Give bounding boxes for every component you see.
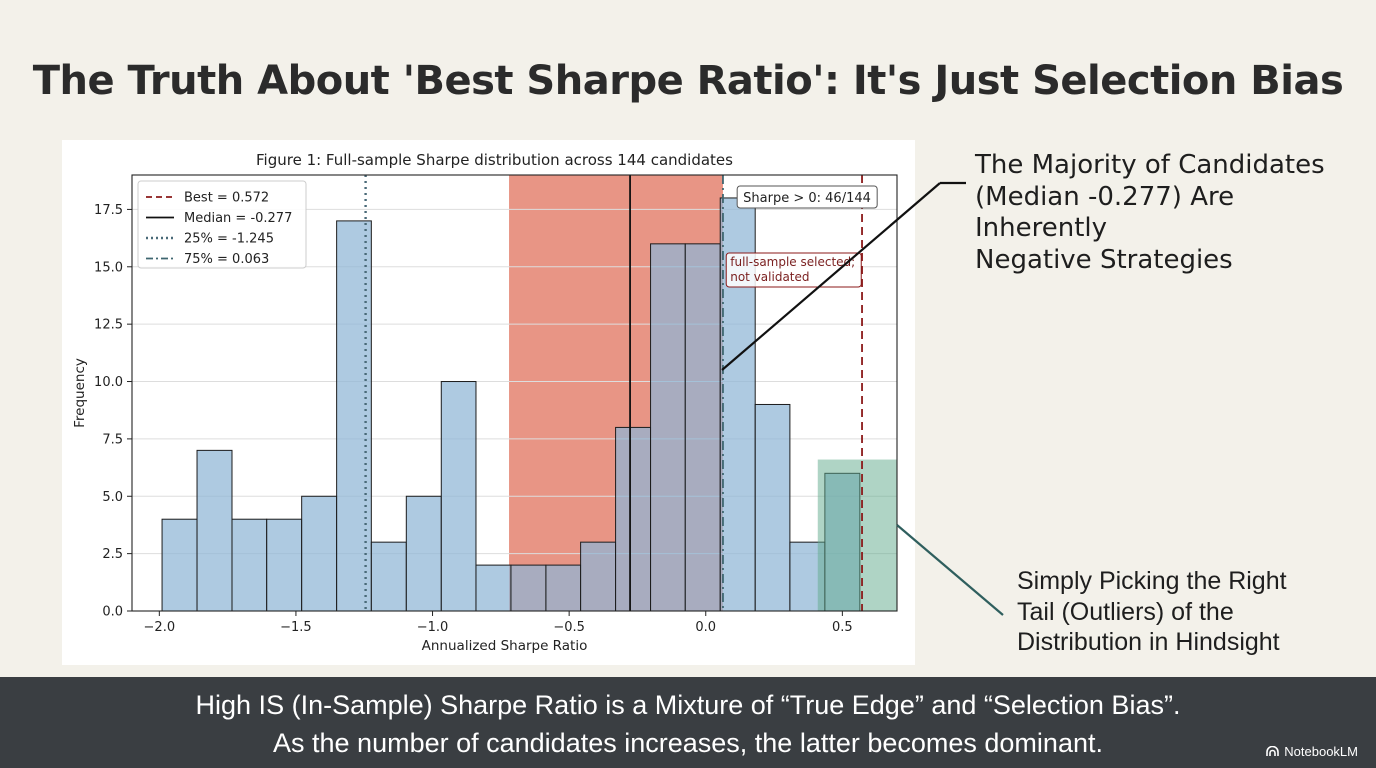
x-tick-label: −1.0 xyxy=(417,620,449,635)
x-tick-label: 0.5 xyxy=(832,620,853,635)
x-tick-label: −2.0 xyxy=(144,620,176,635)
x-tick-label: −1.5 xyxy=(280,620,312,635)
caption-line-1: High IS (In-Sample) Sharpe Ratio is a Mi… xyxy=(195,690,1181,720)
legend-entry: Best = 0.572 xyxy=(184,191,269,206)
y-axis-label: Frequency xyxy=(72,358,88,428)
histogram-bar xyxy=(615,426,652,612)
legend-entry: Median = -0.277 xyxy=(184,211,292,226)
callout-line: The Majority of Candidates xyxy=(975,150,1325,180)
y-tick-label: 5.0 xyxy=(102,490,123,505)
x-tick-label: −0.5 xyxy=(553,620,585,635)
right-tail-group xyxy=(817,459,897,611)
histogram-bar xyxy=(301,495,338,612)
histogram-bar xyxy=(196,449,233,612)
histogram-bar xyxy=(231,518,268,612)
histogram-bar xyxy=(580,541,617,612)
caption-line-2: As the number of candidates increases, t… xyxy=(273,728,1103,758)
count-annotation: Sharpe > 0: 46/144 xyxy=(736,185,878,209)
selection-note-line: not validated xyxy=(730,270,809,284)
callout-majority-negative: The Majority of Candidates (Median -0.27… xyxy=(975,150,1365,277)
callout-line: Tail (Outliers) of the xyxy=(1017,597,1234,626)
callout-line: Negative Strategies xyxy=(975,245,1233,276)
chart-panel: −2.0 −1.5 −1.0 −0.5 0.0 0.5 0.0 2.5 5.0 7.5 10.0 12… xyxy=(62,140,915,665)
x-tick-label: 0.0 xyxy=(695,620,716,635)
histogram-bar xyxy=(650,243,686,612)
chart-title: Figure 1: Full-sample Sharpe distributio… xyxy=(256,151,733,169)
axes xyxy=(131,174,898,612)
callout-right-tail: Simply Picking the Right Tail (Outliers)… xyxy=(1017,566,1357,658)
callout-line: Distribution in Hindsight xyxy=(1017,628,1280,656)
y-tick-label: 0.0 xyxy=(102,605,123,620)
notebooklm-logo-icon xyxy=(1266,746,1280,756)
caption-bar xyxy=(0,677,1376,768)
tick-labels: −2.0 −1.5 −1.0 −0.5 0.0 0.5 0.0 2.5 5.0 7.5 10.0 12… xyxy=(94,203,853,635)
histogram-bar xyxy=(754,403,791,612)
histogram-bar xyxy=(684,243,721,612)
callout-line: Simply Picking the Right xyxy=(1017,567,1287,595)
histogram-bar xyxy=(370,541,407,612)
histogram-bar xyxy=(510,564,547,612)
y-tick-label: 17.5 xyxy=(94,203,123,218)
selection-note: full-sample selected; not validated xyxy=(725,252,862,288)
histogram-bar xyxy=(161,518,198,612)
callout-line: (Median -0.277) Are Inherently xyxy=(975,181,1235,244)
selection-note-line: full-sample selected; xyxy=(730,255,855,269)
y-tick-label: 10.0 xyxy=(94,375,123,390)
histogram-chart: −2.0 −1.5 −1.0 −0.5 0.0 0.5 0.0 2.5 5.0 7.5 10.0 12… xyxy=(72,151,898,654)
y-tick-label: 15.0 xyxy=(94,260,123,275)
histogram-bar xyxy=(405,495,442,612)
brand-name: NotebookLM xyxy=(1284,744,1358,759)
histogram-bar xyxy=(440,381,477,612)
legend-entry: 75% = 0.063 xyxy=(184,252,269,267)
y-tick-label: 7.5 xyxy=(102,432,123,447)
y-tick-label: 12.5 xyxy=(94,318,123,333)
histogram-bar xyxy=(475,564,512,612)
legend-entry: 25% = -1.245 xyxy=(184,232,274,247)
histogram-bar xyxy=(266,518,303,612)
histogram-bar xyxy=(545,564,582,612)
right-tail-box xyxy=(817,459,897,611)
y-tick-label: 2.5 xyxy=(102,547,123,562)
x-axis-label: Annualized Sharpe Ratio xyxy=(422,638,588,654)
plot-frame xyxy=(131,174,898,612)
count-box-text: Sharpe > 0: 46/144 xyxy=(743,191,871,206)
brand-watermark: NotebookLM xyxy=(1266,744,1358,759)
legend: Best = 0.572 Median = -0.277 25% = -1.245 7… xyxy=(137,180,307,269)
legend-box xyxy=(137,180,307,269)
slide-title: The Truth About 'Best Sharpe Ratio': It'… xyxy=(32,58,1344,104)
